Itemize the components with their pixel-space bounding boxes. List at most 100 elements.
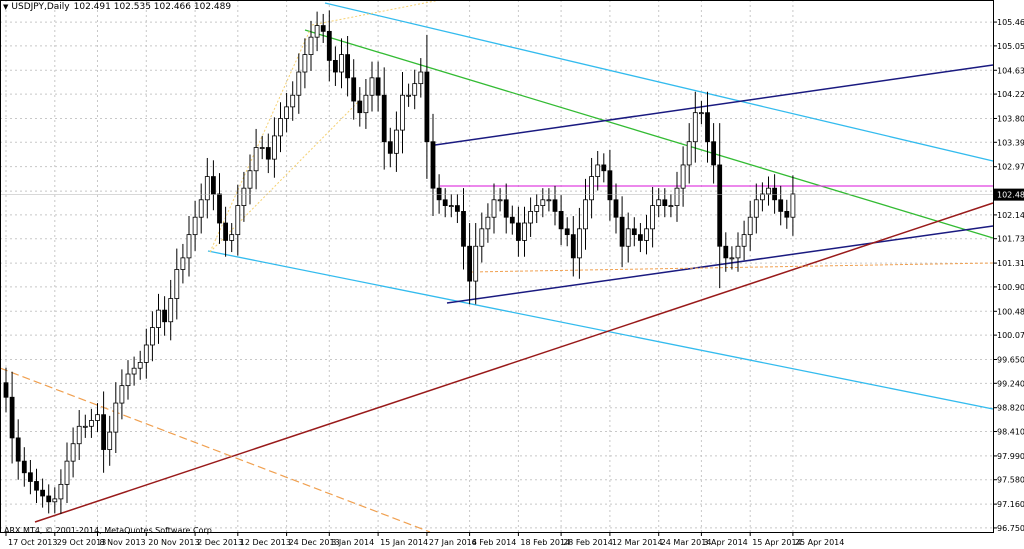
y-tick-label: 103.800 bbox=[997, 114, 1024, 123]
candle-bull bbox=[174, 269, 180, 299]
candle-bull bbox=[418, 71, 424, 85]
x-tick-label: 17 Oct 2013 bbox=[8, 538, 57, 547]
y-tick-label: 104.630 bbox=[997, 66, 1024, 75]
candle-bull bbox=[95, 414, 100, 421]
candle-bull bbox=[393, 129, 399, 154]
candle-bull bbox=[70, 443, 76, 462]
candle-bull bbox=[229, 234, 235, 241]
candle-bull bbox=[448, 205, 454, 207]
candle-bear bbox=[332, 60, 338, 73]
candle-bull bbox=[595, 164, 601, 177]
candle-bear bbox=[265, 147, 271, 160]
x-tick-label: 28 Feb 2014 bbox=[563, 538, 613, 547]
candle-bear bbox=[613, 199, 619, 218]
candle-bull bbox=[540, 199, 546, 206]
x-tick-label: 3 Jan 2014 bbox=[331, 538, 374, 547]
candle-bear bbox=[424, 71, 430, 143]
candle-bull bbox=[284, 106, 290, 119]
candles bbox=[3, 10, 796, 514]
x-tick-label: 8 Nov 2013 bbox=[100, 538, 146, 547]
chart-header: ▼ USDJPY,Daily 102.491 102.535 102.466 102… bbox=[3, 2, 231, 12]
candle-bull bbox=[363, 94, 369, 114]
candle-bull bbox=[308, 36, 314, 55]
candle-bull bbox=[271, 135, 277, 160]
current-price-label: 102.489 bbox=[997, 191, 1024, 200]
candle-bear bbox=[454, 205, 460, 212]
candle-bull bbox=[528, 211, 533, 224]
candle-bull bbox=[58, 483, 64, 500]
candle-bull bbox=[131, 367, 137, 375]
candle-bear bbox=[723, 245, 729, 259]
candle-bear bbox=[442, 199, 448, 206]
candle-bull bbox=[89, 420, 94, 427]
candle-bull bbox=[290, 94, 296, 108]
candle-bear bbox=[631, 228, 637, 236]
candle-bear bbox=[467, 245, 473, 282]
candle-bull bbox=[674, 187, 680, 206]
candle-bull bbox=[497, 199, 503, 202]
candle-bull bbox=[729, 257, 735, 260]
candle-bear bbox=[40, 489, 45, 497]
x-tick-label: 15 Jan 2014 bbox=[380, 538, 428, 547]
x-tick-label: 6 Feb 2014 bbox=[472, 538, 517, 547]
candle-bull bbox=[699, 112, 704, 115]
candle-bear bbox=[552, 199, 558, 212]
candle-bull bbox=[119, 385, 125, 404]
candle-bull bbox=[790, 193, 796, 218]
candle-bear bbox=[784, 211, 790, 218]
candle-bull bbox=[491, 199, 497, 218]
x-tick-label: 3 Apr 2014 bbox=[703, 538, 747, 547]
y-axis: 105.460 105.050 104.630 104.220 103.800 103.3… bbox=[993, 18, 1024, 533]
candle-bear bbox=[619, 216, 625, 247]
candle-bull bbox=[180, 257, 186, 270]
dropdown-arrow-icon[interactable]: ▼ bbox=[3, 3, 9, 11]
plot-border bbox=[0, 0, 994, 533]
candle-bull bbox=[485, 216, 491, 230]
trendline-green bbox=[304, 29, 994, 239]
candle-bull bbox=[583, 199, 588, 230]
y-tick-label: 97.990 bbox=[997, 452, 1024, 461]
candle-bear bbox=[509, 216, 515, 224]
y-tick-label: 96.750 bbox=[997, 524, 1024, 533]
candle-bear bbox=[711, 141, 716, 166]
candle-bear bbox=[101, 414, 106, 450]
candle-bull bbox=[168, 298, 174, 323]
dotted-yellow-lower bbox=[209, 99, 361, 253]
candle-bull bbox=[589, 176, 594, 201]
candle-bear bbox=[387, 141, 393, 154]
y-tick-label: 104.220 bbox=[997, 90, 1024, 99]
candle-bear bbox=[570, 234, 576, 259]
candle-bull bbox=[644, 228, 649, 241]
candle-bull bbox=[113, 402, 119, 433]
y-tick-label: 98.410 bbox=[997, 428, 1024, 437]
candle-bear bbox=[601, 164, 607, 172]
candle-bull bbox=[668, 205, 674, 207]
candle-bull bbox=[577, 228, 582, 259]
plot-frame bbox=[0, 0, 994, 533]
candle-bear bbox=[21, 460, 27, 474]
x-tick-label: 15 Apr 2014 bbox=[752, 538, 801, 547]
dotted-yellow-upper bbox=[311, 0, 441, 26]
candle-bull bbox=[686, 141, 692, 166]
current-price-marker: 102.489 bbox=[0, 188, 1024, 201]
candle-bear bbox=[351, 77, 357, 102]
x-tick-label: 25 Apr 2014 bbox=[795, 538, 844, 547]
candle-bull bbox=[156, 309, 161, 328]
candle-bull bbox=[339, 54, 344, 73]
y-tick-label: 97.160 bbox=[997, 500, 1024, 509]
candle-bull bbox=[766, 187, 771, 195]
y-tick-label: 101.730 bbox=[997, 235, 1024, 244]
x-tick-label: 24 Dec 2013 bbox=[289, 538, 340, 547]
candle-bull bbox=[680, 164, 686, 189]
candle-bear bbox=[320, 25, 326, 32]
x-tick-label: 29 Oct 2013 bbox=[57, 538, 106, 547]
candle-bear bbox=[436, 187, 442, 201]
candle-bull bbox=[64, 460, 70, 485]
candle-bear bbox=[210, 176, 216, 195]
candle-bull bbox=[143, 344, 149, 363]
symbol-label: USDJPY,Daily bbox=[11, 2, 70, 12]
candle-bear bbox=[705, 112, 710, 143]
candle-bull bbox=[412, 83, 418, 96]
